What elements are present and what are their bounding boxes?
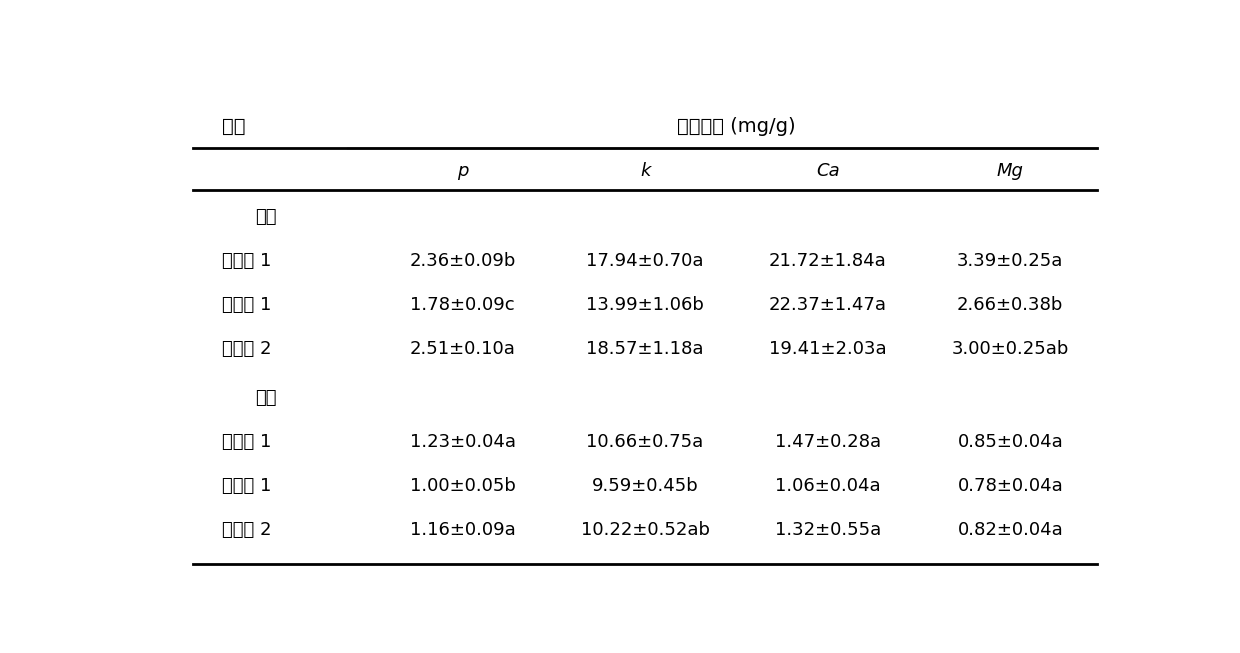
Text: 18.57±1.18a: 18.57±1.18a	[587, 340, 704, 358]
Text: 1.23±0.04a: 1.23±0.04a	[409, 433, 516, 451]
Text: 1.00±0.05b: 1.00±0.05b	[409, 477, 516, 495]
Text: 3.39±0.25a: 3.39±0.25a	[957, 252, 1064, 270]
Text: 果肉: 果肉	[254, 389, 277, 407]
Text: 10.66±0.75a: 10.66±0.75a	[587, 433, 704, 451]
Text: 对比例 2: 对比例 2	[222, 340, 272, 358]
Text: p: p	[456, 163, 469, 180]
Text: 0.85±0.04a: 0.85±0.04a	[957, 433, 1063, 451]
Text: Ca: Ca	[816, 163, 839, 180]
Text: 1.47±0.28a: 1.47±0.28a	[775, 433, 880, 451]
Text: 对比例 2: 对比例 2	[222, 521, 272, 539]
Text: 1.16±0.09a: 1.16±0.09a	[409, 521, 516, 539]
Text: 对比例 1: 对比例 1	[222, 477, 272, 495]
Text: 9.59±0.45b: 9.59±0.45b	[591, 477, 698, 495]
Text: 2.36±0.09b: 2.36±0.09b	[409, 252, 516, 270]
Text: 1.06±0.04a: 1.06±0.04a	[775, 477, 880, 495]
Text: 根系: 根系	[254, 208, 277, 226]
Text: 21.72±1.84a: 21.72±1.84a	[769, 252, 887, 270]
Text: 2.51±0.10a: 2.51±0.10a	[409, 340, 516, 358]
Text: 1.78±0.09c: 1.78±0.09c	[410, 296, 515, 314]
Text: 22.37±1.47a: 22.37±1.47a	[769, 296, 887, 314]
Text: 1.32±0.55a: 1.32±0.55a	[775, 521, 880, 539]
Text: k: k	[640, 163, 650, 180]
Text: 0.78±0.04a: 0.78±0.04a	[957, 477, 1063, 495]
Text: 17.94±0.70a: 17.94±0.70a	[587, 252, 704, 270]
Text: 13.99±1.06b: 13.99±1.06b	[587, 296, 704, 314]
Text: Mg: Mg	[997, 163, 1024, 180]
Text: 2.66±0.38b: 2.66±0.38b	[957, 296, 1064, 314]
Text: 大量元素 (mg/g): 大量元素 (mg/g)	[677, 117, 796, 136]
Text: 实施例 1: 实施例 1	[222, 433, 272, 451]
Text: 3.00±0.25ab: 3.00±0.25ab	[951, 340, 1069, 358]
Text: 实施例 1: 实施例 1	[222, 252, 272, 270]
Text: 对比例 1: 对比例 1	[222, 296, 272, 314]
Text: 19.41±2.03a: 19.41±2.03a	[769, 340, 887, 358]
Text: 0.82±0.04a: 0.82±0.04a	[957, 521, 1063, 539]
Text: 10.22±0.52ab: 10.22±0.52ab	[580, 521, 709, 539]
Text: 处理: 处理	[222, 117, 246, 136]
